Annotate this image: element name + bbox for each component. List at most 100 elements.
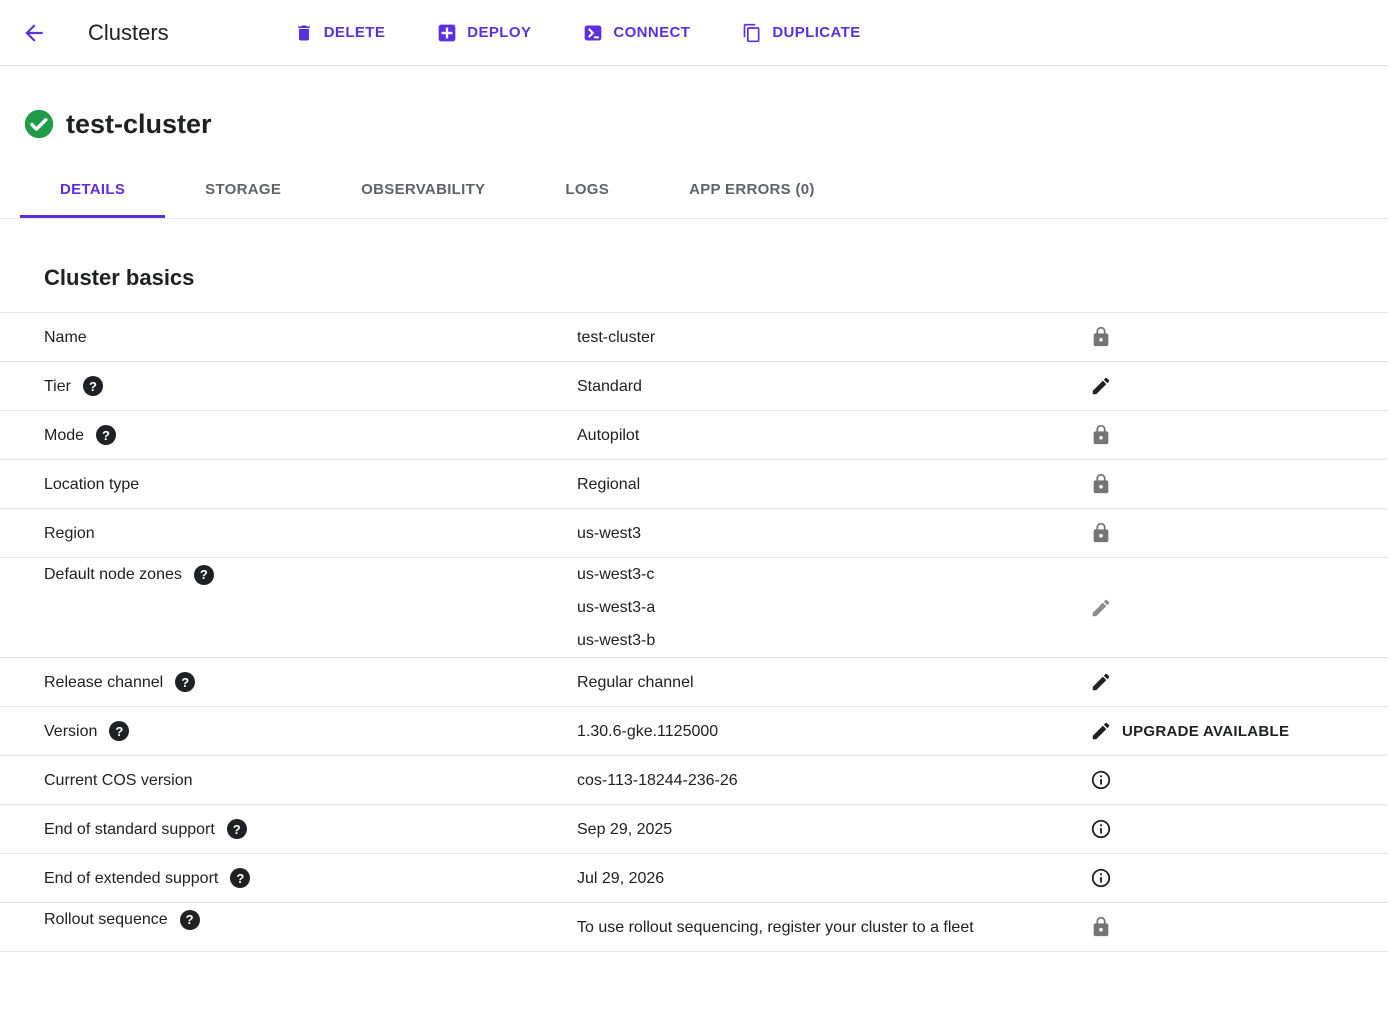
row-value-line: test-cluster [577,328,656,346]
row-value: us-west3 [577,517,1050,550]
tab-label: OBSERVABILITY [361,181,486,198]
row-release-channel: Release channel Regular channel [0,658,1388,707]
tab-details[interactable]: DETAILS [20,162,166,218]
row-value: 1.30.6-gke.1125000 [577,715,1050,748]
header-actions: DELETE DEPLOY CONNECT DUPLICATE [294,23,861,43]
row-end-of-extended-support: End of extended support Jul 29, 2026 [0,854,1388,903]
row-label: End of standard support [44,820,215,838]
row-end-of-standard-support: End of standard support Sep 29, 2025 [0,805,1388,854]
row-value-line: us-west3-c [577,566,655,583]
row-value-line: cos-113-18244-236-26 [577,771,738,789]
row-value-line: us-west3-a [577,599,656,616]
back-button[interactable] [14,13,54,53]
edit-icon [1092,599,1110,616]
row-value-line: us-west3-b [577,632,656,649]
delete-button[interactable]: DELETE [294,23,386,43]
row-current-cos-version: Current COS version cos-113-18244-236-26 [0,756,1388,805]
help-icon[interactable] [226,819,247,839]
row-value: Regular channel [577,666,1050,699]
action-button-label: DELETE [323,24,386,41]
help-icon[interactable] [82,376,103,396]
lock-icon [1093,326,1109,347]
row-value-line: Regional [577,475,641,493]
tab-app-errors-0[interactable]: APP ERRORS (0) [649,162,855,218]
row-location-type: Location type Regional [0,460,1388,509]
row-label: Default node zones [44,566,182,583]
lock-icon [1093,473,1109,494]
row-mode: Mode Autopilot [0,411,1388,460]
help-icon[interactable] [179,909,200,930]
row-value-line: Autopilot [577,426,640,444]
row-value: Autopilot [577,419,1050,452]
row-tier: Tier Standard [0,362,1388,411]
tab-label: APP ERRORS (0) [689,181,815,198]
page-title: Clusters [88,19,169,45]
info-icon[interactable] [1090,818,1112,840]
tab-observability[interactable]: OBSERVABILITY [321,162,525,218]
cluster-header: test-cluster [22,102,1388,146]
tab-logs[interactable]: LOGS [525,162,649,218]
edit-icon[interactable] [1090,375,1112,397]
row-version: Version 1.30.6-gke.1125000 UPGRADE AVAIL… [0,707,1388,756]
duplicate-button[interactable]: DUPLICATE [742,23,860,43]
row-label: Region [44,524,95,542]
row-value-line: To use rollout sequencing, register your… [577,918,974,936]
help-icon[interactable] [96,425,117,445]
cluster-basics-table: Name test-cluster Tier Standard Mode Aut… [0,312,1388,952]
row-value: Standard [577,370,1050,403]
deploy-button[interactable]: DEPLOY [437,23,531,43]
cluster-name: test-cluster [66,108,212,139]
info-icon[interactable] [1090,867,1112,889]
tab-label: DETAILS [60,181,126,198]
row-value-line: us-west3 [577,524,642,542]
row-label: Tier [44,377,71,395]
action-button-label: CONNECT [613,24,691,41]
lock-icon [1093,522,1109,543]
status-ok-icon [24,109,54,139]
section-title: Cluster basics [44,265,195,290]
row-value: To use rollout sequencing, register your… [577,911,1050,944]
edit-icon[interactable] [1090,671,1112,693]
help-icon[interactable] [193,564,214,585]
row-label: Release channel [44,673,164,691]
tab-bar: DETAILS STORAGE OBSERVABILITY LOGS APP ERROR… [0,162,1388,219]
row-label: Location type [44,475,140,493]
duplicate-icon [743,23,760,42]
help-icon[interactable] [230,868,251,888]
row-label: Current COS version [44,771,193,789]
lock-icon [1093,916,1109,937]
row-region: Region us-west3 [0,509,1388,558]
help-icon[interactable] [109,721,130,741]
row-value: Sep 29, 2025 [577,813,1050,846]
tab-label: STORAGE [205,181,282,198]
terminal-icon [585,25,602,40]
page-header: Clusters DELETE DEPLOY CONNECT DUPLICATE [0,0,1388,66]
row-value: us-west3-c us-west3-a us-west3-b [577,558,1050,657]
edit-icon[interactable] [1090,720,1112,742]
row-value: Jul 29, 2026 [577,862,1050,895]
arrow-back-icon [25,23,43,42]
row-label: End of extended support [44,869,219,887]
row-value-line: Standard [577,377,642,395]
info-icon[interactable] [1090,769,1112,791]
help-icon[interactable] [175,672,196,692]
tab-label: LOGS [565,181,610,198]
row-name: Name test-cluster [0,313,1388,362]
action-button-label: DUPLICATE [772,24,861,41]
tab-storage[interactable]: STORAGE [165,162,321,218]
row-value-line: Jul 29, 2026 [577,869,665,887]
row-value: Regional [577,468,1050,501]
row-value-line: Regular channel [577,673,694,691]
row-value: cos-113-18244-236-26 [577,764,1050,797]
row-label: Version [44,722,98,740]
lock-icon [1093,424,1109,445]
row-default-node-zones: Default node zones us-west3-cus-west3-au… [0,558,1388,658]
deploy-icon [438,24,456,41]
upgrade-available-button[interactable]: UPGRADE AVAILABLE [1122,722,1290,740]
connect-button[interactable]: CONNECT [583,23,690,43]
action-button-label: DEPLOY [467,24,532,41]
row-label: Rollout sequence [44,911,168,928]
row-value-line: 1.30.6-gke.1125000 [577,722,719,740]
row-label: Mode [44,426,85,444]
row-value-line: Sep 29, 2025 [577,820,673,838]
